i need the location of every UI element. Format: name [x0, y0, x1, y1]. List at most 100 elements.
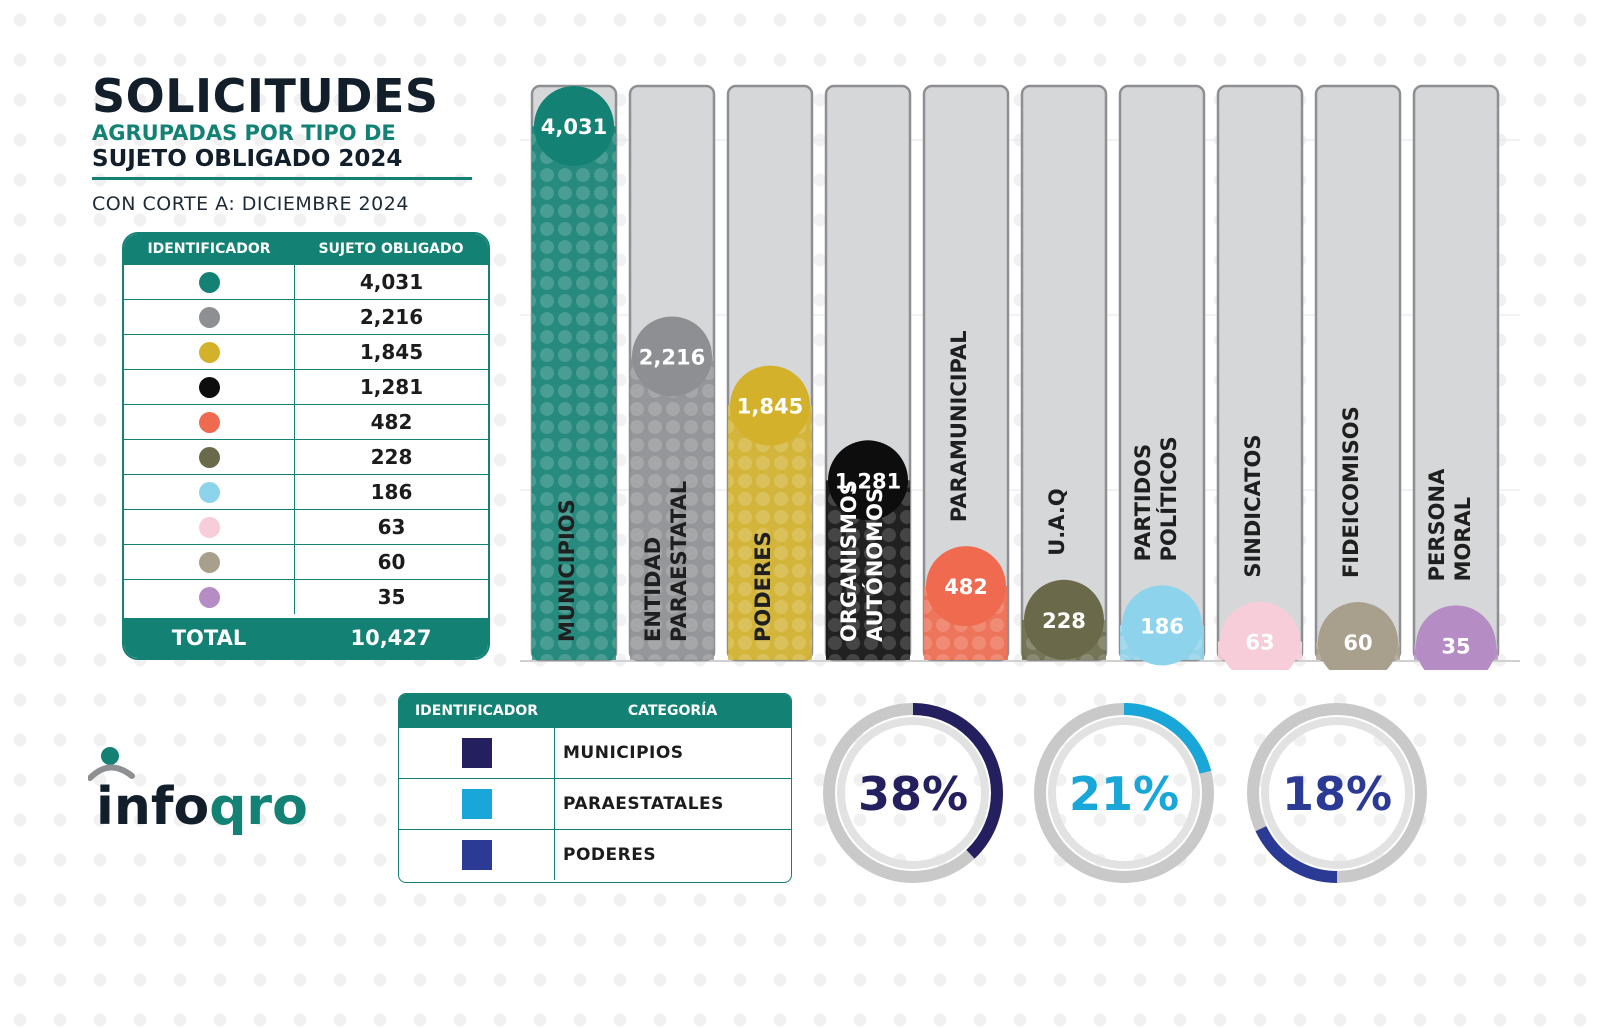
value-label: 228: [1042, 609, 1086, 633]
bar-chart-container: 4,031 MUNICIPIOS 2,216 ENTIDADPARAESTATAL 1,…: [520, 40, 1530, 686]
category-label-line: U.A.Q: [1045, 488, 1069, 556]
summary-table-row: 4,031: [124, 264, 488, 299]
summary-total-row: TOTAL 10,427: [124, 618, 488, 658]
summary-table-row: 186: [124, 474, 488, 509]
category-col-identifier: IDENTIFICADOR: [414, 702, 539, 719]
value-label: 2,216: [639, 345, 705, 369]
color-dot-icon: [198, 481, 220, 503]
color-dot-icon: [198, 376, 220, 398]
ring-inner: [837, 717, 989, 869]
identifier-cell: [124, 265, 295, 299]
value-bubble: [1416, 605, 1496, 686]
color-dot-icon: [198, 271, 220, 293]
identifier-cell: [399, 728, 555, 778]
category-label: PODERES: [563, 845, 657, 865]
identifier-cell: [399, 779, 555, 829]
category-label-line: MORAL: [1451, 497, 1475, 582]
identifier-cell: [399, 830, 555, 880]
header: SOLICITUDES AGRUPADAS POR TIPO DE SUJETO…: [92, 72, 482, 180]
summary-table-row: 482: [124, 404, 488, 439]
identifier-cell: [124, 370, 295, 404]
summary-table-row: 1,281: [124, 369, 488, 404]
subject-value: 1,281: [359, 375, 424, 399]
subject-value: 60: [377, 550, 406, 574]
category-label: PARTIDOSPOLÍTICOS: [1131, 436, 1181, 561]
summary-table-row: 2,216: [124, 299, 488, 334]
value-bubble: [1122, 585, 1202, 666]
value-label: 60: [1343, 631, 1372, 655]
bar-track: [1118, 84, 1206, 662]
color-dot-icon: [198, 306, 220, 328]
page-subtitle-line1: AGRUPADAS POR TIPO DE: [92, 121, 396, 145]
identifier-cell: [124, 300, 295, 334]
category-label: MUNICIPIOS: [555, 499, 579, 642]
category-label-line: PARTIDOS: [1131, 444, 1155, 562]
summary-table-row: 228: [124, 439, 488, 474]
value-bubble: [534, 86, 614, 166]
cutoff-date: CON CORTE A: DICIEMBRE 2024: [92, 193, 409, 215]
category-label-line: SINDICATOS: [1241, 435, 1265, 578]
ring-inner: [1048, 717, 1200, 869]
identifier-cell: [124, 545, 295, 579]
value-label: 63: [1245, 631, 1274, 655]
total-label: TOTAL: [171, 626, 247, 650]
category-label: ENTIDADPARAESTATAL: [641, 481, 691, 642]
identifier-cell: [124, 580, 295, 614]
subject-value: 1,845: [359, 340, 424, 364]
summary-table-row: 63: [124, 509, 488, 544]
summary-table-body: 4,031 2,216 1,845 1,281 482 228 186 63 60 35: [124, 264, 488, 614]
total-value: 10,427: [350, 626, 432, 650]
identifier-cell: [124, 475, 295, 509]
value-bubble: [1024, 579, 1104, 660]
value-bubble: [730, 365, 810, 446]
bar-texture: [728, 405, 812, 660]
category-table-header: IDENTIFICADOR CATEGORÍA: [399, 694, 791, 727]
color-dot-icon: [198, 411, 220, 433]
category-label-line: PODERES: [751, 531, 775, 642]
category-label-line: MUNICIPIOS: [555, 499, 579, 642]
page-subtitle-line2: SUJETO OBLIGADO 2024: [92, 146, 403, 172]
category-label: FIDEICOMISOS: [1339, 406, 1363, 578]
category-label: MUNICIPIOS: [563, 743, 684, 763]
summary-table-header: IDENTIFICADOR SUJETO OBLIGADO: [124, 234, 488, 264]
category-label-line: PARAESTATAL: [667, 481, 691, 642]
color-dot-icon: [198, 516, 220, 538]
identifier-cell: [124, 510, 295, 544]
category-label-line: POLÍTICOS: [1156, 436, 1181, 561]
ring-progress: [823, 703, 1003, 883]
logo-arc-icon: [88, 764, 135, 781]
logo-wordmark: infoqro: [96, 777, 308, 837]
color-dot-icon: [198, 586, 220, 608]
category-label-line: ENTIDAD: [641, 537, 665, 642]
subject-value: 35: [377, 585, 406, 609]
subject-value: 186: [370, 480, 413, 504]
color-dot-icon: [198, 341, 220, 363]
infoqro-logo: infoqro: [88, 747, 308, 837]
category-label: PODERES: [751, 531, 775, 642]
category-table-row: PODERES: [399, 829, 791, 880]
bar-chart: 4,031 MUNICIPIOS 2,216 ENTIDADPARAESTATAL 1,…: [520, 84, 1520, 686]
page-title: SOLICITUDES: [92, 69, 439, 123]
bar-track: [1020, 84, 1108, 662]
identifier-cell: [124, 405, 295, 439]
color-square-icon: [461, 840, 492, 870]
value-bubble: [828, 440, 908, 521]
category-label: ORGANISMOSAUTÓNOMOS: [837, 480, 887, 642]
category-label: PARAMUNICIPAL: [947, 330, 971, 522]
bar-texture: [532, 126, 616, 660]
value-label: 482: [944, 575, 988, 599]
summary-table-row: 60: [124, 544, 488, 579]
value-label: 35: [1441, 634, 1470, 658]
subject-value: 4,031: [359, 270, 424, 294]
category-label: SINDICATOS: [1241, 435, 1265, 578]
value-bubble: [1318, 602, 1398, 683]
value-label: 4,031: [541, 115, 607, 139]
subject-value: 63: [377, 515, 406, 539]
subject-value: 228: [370, 445, 413, 469]
ring-progress: [1034, 703, 1214, 883]
category-table-row: MUNICIPIOS: [399, 727, 791, 778]
identifier-cell: [124, 440, 295, 474]
percent-label: 21%: [1069, 767, 1179, 821]
category-label: PERSONAMORAL: [1425, 468, 1475, 581]
value-bubble: [1220, 601, 1300, 682]
